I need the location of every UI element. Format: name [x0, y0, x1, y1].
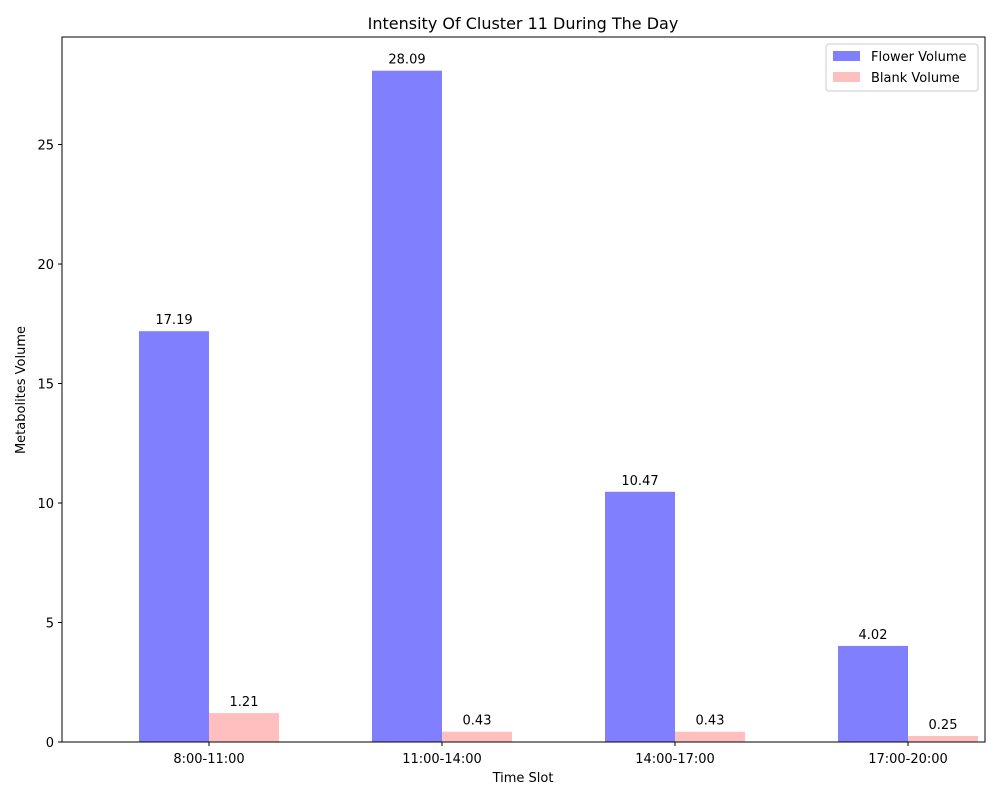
- y-tick-label-10: 10: [37, 497, 54, 512]
- x-axis-ticks: 8:00-11:00 11:00-14:00 14:00-17:00 17:00-20…: [173, 742, 948, 767]
- y-axis-label: Metabolites Volume: [14, 326, 29, 454]
- bar-flower-volume-11-00-14-00: [372, 70, 442, 743]
- y-tick-label-25: 25: [37, 139, 54, 154]
- bars-layer: [139, 70, 978, 743]
- legend-frame: [825, 43, 979, 92]
- x-tick-label-11-00-14-00: 11:00-14:00: [402, 752, 482, 767]
- x-tick-label-14-00-17-00: 14:00-17:00: [635, 752, 715, 767]
- x-tick-label-17-00-20-00: 17:00-20:00: [868, 752, 948, 767]
- data-label-flower-volume-11-00-14-00: 28.09: [388, 53, 425, 68]
- bar-flower-volume-8-00-11-00: [139, 331, 209, 742]
- data-label-flower-volume-14-00-17-00: 10.47: [621, 474, 658, 489]
- x-axis-label: Time Slot: [492, 771, 554, 786]
- bar-blank-volume-14-00-17-00: [675, 731, 745, 742]
- chart-title: Intensity Of Cluster 11 During The Day: [368, 14, 679, 33]
- legend: Flower Volume Blank Volume: [825, 43, 979, 92]
- data-labels-layer: 17.19 1.21 28.09 0.43 10.47 0.43 4.02 0.25: [155, 53, 957, 733]
- bar-flower-volume-14-00-17-00: [605, 491, 675, 742]
- data-label-blank-volume-11-00-14-00: 0.43: [463, 714, 492, 729]
- plot-area-frame: [61, 36, 986, 743]
- data-label-flower-volume-8-00-11-00: 17.19: [155, 313, 192, 328]
- y-tick-label-5: 5: [46, 617, 54, 632]
- y-tick-label-15: 15: [37, 378, 54, 393]
- legend-label-flower-volume: Flower Volume: [871, 50, 967, 65]
- bar-blank-volume-8-00-11-00: [209, 713, 279, 742]
- y-tick-label-20: 20: [37, 258, 54, 273]
- y-tick-label-0: 0: [46, 736, 54, 751]
- bar-blank-volume-11-00-14-00: [442, 731, 512, 742]
- data-label-blank-volume-14-00-17-00: 0.43: [696, 714, 725, 729]
- data-label-flower-volume-17-00-20-00: 4.02: [859, 628, 888, 643]
- legend-label-blank-volume: Blank Volume: [871, 71, 960, 86]
- data-label-blank-volume-8-00-11-00: 1.21: [230, 695, 259, 710]
- data-label-blank-volume-17-00-20-00: 0.25: [929, 718, 958, 733]
- bar-flower-volume-17-00-20-00: [838, 645, 908, 742]
- bar-blank-volume-17-00-20-00: [908, 736, 978, 742]
- x-tick-label-8-00-11-00: 8:00-11:00: [173, 752, 244, 767]
- legend-swatch-blank-volume: [833, 72, 860, 82]
- legend-swatch-flower-volume: [833, 51, 860, 61]
- y-axis-ticks: 0 5 10 15 20 25: [37, 139, 62, 751]
